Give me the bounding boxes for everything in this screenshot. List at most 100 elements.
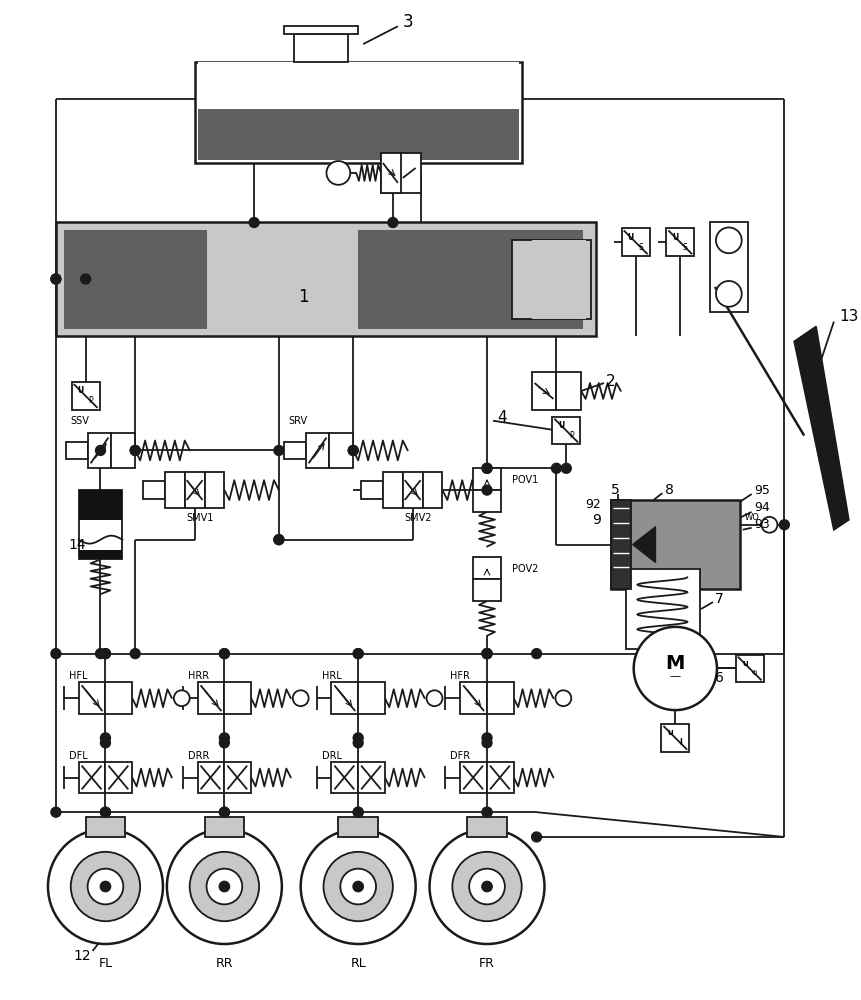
Bar — [487, 762, 514, 793]
Text: 14: 14 — [68, 538, 85, 552]
Text: P: P — [89, 396, 93, 405]
Circle shape — [249, 218, 259, 227]
Circle shape — [634, 627, 717, 710]
Circle shape — [220, 738, 229, 748]
Bar — [661, 724, 689, 752]
Circle shape — [101, 733, 110, 743]
Text: U: U — [558, 421, 565, 430]
Bar — [423, 472, 443, 508]
Circle shape — [101, 807, 110, 817]
Bar — [531, 240, 586, 319]
Text: HRL: HRL — [321, 671, 341, 681]
Text: U: U — [667, 730, 673, 736]
Text: 6: 6 — [715, 671, 724, 685]
Bar — [198, 682, 225, 714]
Circle shape — [779, 520, 790, 530]
Circle shape — [174, 690, 189, 706]
Text: HRR: HRR — [188, 671, 209, 681]
Circle shape — [51, 649, 61, 659]
Circle shape — [220, 649, 229, 659]
Bar — [185, 472, 205, 508]
Bar — [306, 433, 330, 468]
Circle shape — [220, 882, 229, 891]
Bar — [165, 472, 185, 508]
Circle shape — [88, 869, 123, 904]
Circle shape — [326, 161, 350, 185]
Circle shape — [130, 445, 140, 455]
Text: DFL: DFL — [69, 751, 88, 761]
Circle shape — [340, 869, 376, 904]
Text: WO: WO — [745, 513, 759, 522]
Bar — [214, 226, 353, 333]
Bar — [487, 682, 514, 714]
Circle shape — [81, 274, 90, 284]
Text: HFR: HFR — [450, 671, 470, 681]
Text: U: U — [672, 233, 678, 242]
Circle shape — [430, 829, 544, 944]
Bar — [403, 472, 423, 508]
Bar — [205, 817, 245, 837]
Circle shape — [531, 832, 542, 842]
Text: U: U — [77, 386, 84, 395]
Text: S: S — [638, 243, 643, 252]
Circle shape — [353, 649, 363, 659]
Text: POV2: POV2 — [511, 564, 538, 574]
Text: SSV: SSV — [71, 416, 90, 426]
Bar — [474, 490, 501, 512]
Circle shape — [274, 445, 284, 455]
Circle shape — [482, 485, 492, 495]
Circle shape — [353, 649, 363, 659]
Bar — [105, 682, 133, 714]
Circle shape — [353, 807, 363, 817]
Circle shape — [48, 829, 163, 944]
Bar — [383, 472, 403, 508]
Bar — [78, 762, 105, 793]
Bar — [666, 228, 694, 256]
Circle shape — [482, 649, 492, 659]
Circle shape — [561, 463, 571, 473]
Circle shape — [220, 733, 229, 743]
Text: 92: 92 — [585, 498, 601, 511]
Bar — [611, 500, 631, 589]
Bar — [330, 433, 353, 468]
Bar — [461, 682, 487, 714]
Text: M: M — [666, 654, 685, 673]
Circle shape — [482, 738, 492, 748]
Text: FR: FR — [479, 957, 495, 970]
Bar — [556, 372, 581, 410]
Bar — [78, 490, 122, 520]
Circle shape — [324, 852, 393, 921]
Bar — [468, 817, 507, 837]
Text: I: I — [678, 738, 682, 747]
Circle shape — [130, 649, 140, 659]
Circle shape — [101, 807, 110, 817]
Text: 7: 7 — [715, 592, 724, 606]
Bar — [611, 500, 740, 589]
Text: 2: 2 — [606, 374, 616, 389]
Circle shape — [761, 517, 777, 533]
Text: DRL: DRL — [321, 751, 342, 761]
Circle shape — [551, 463, 561, 473]
Circle shape — [348, 445, 358, 455]
Bar — [626, 569, 700, 649]
Bar — [225, 762, 251, 793]
Bar — [381, 153, 421, 193]
Text: RL: RL — [350, 957, 366, 970]
Bar — [225, 682, 251, 714]
Bar — [88, 433, 111, 468]
Circle shape — [426, 690, 443, 706]
Text: S: S — [683, 243, 688, 252]
Bar — [353, 230, 583, 329]
Circle shape — [482, 807, 492, 817]
Text: SMV2: SMV2 — [404, 513, 431, 523]
Text: 93: 93 — [754, 518, 771, 531]
Circle shape — [274, 535, 284, 545]
Circle shape — [101, 649, 110, 659]
Circle shape — [353, 882, 363, 891]
Text: DRR: DRR — [188, 751, 209, 761]
Circle shape — [101, 882, 110, 891]
Text: 95: 95 — [754, 484, 771, 497]
Bar — [64, 230, 207, 329]
Text: SMV1: SMV1 — [186, 513, 214, 523]
Polygon shape — [633, 527, 655, 562]
